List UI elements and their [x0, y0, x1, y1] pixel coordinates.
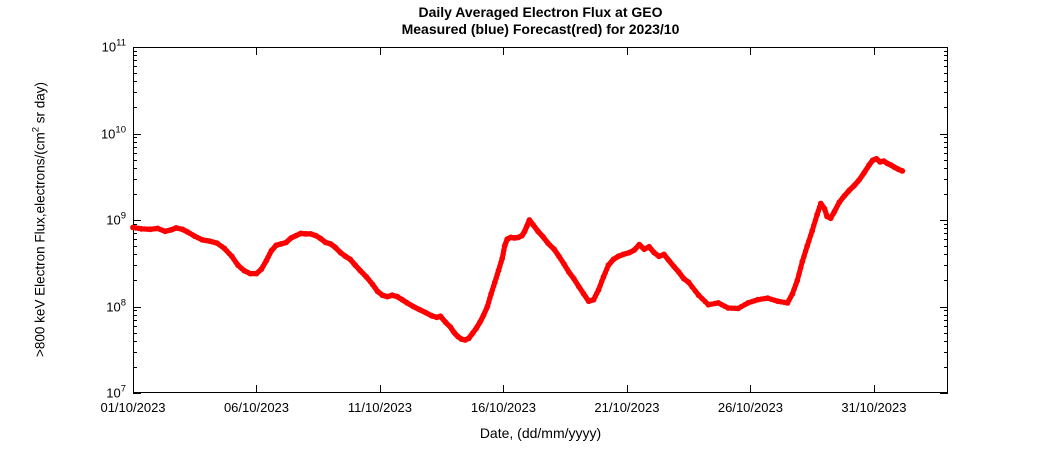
y-tick-exponent: 9 [120, 210, 126, 222]
y-tick-base: 10 [101, 39, 117, 55]
data-point [595, 287, 602, 293]
y-tick-base: 10 [100, 126, 116, 141]
data-point-interp [599, 278, 605, 284]
data-point-interp [791, 286, 797, 292]
x-tick-label-6: 31/10/2023 [841, 400, 907, 415]
y-tick-exponent: 11 [116, 37, 126, 49]
y-axis-label-superscript: 2 [30, 127, 42, 133]
x-tick-label-1: 06/10/2023 [223, 400, 290, 415]
data-point [789, 291, 796, 297]
y-tick-base: 10 [106, 299, 121, 314]
data-point [499, 255, 506, 262]
y-tick-exponent: 8 [120, 297, 126, 308]
data-point-interp [802, 248, 809, 254]
data-point-interp [793, 282, 799, 288]
data-series-line-0 [130, 156, 905, 343]
data-point [809, 227, 816, 234]
data-point [899, 168, 906, 174]
chart-title-line1: Daily Averaged Electron Flux at GEO [418, 4, 663, 20]
data-point [685, 279, 692, 286]
y-tick-exponent: 10 [115, 124, 126, 135]
plot-border [133, 47, 948, 393]
data-point-interp [801, 253, 807, 259]
data-point-interp [692, 288, 698, 294]
data-point-interp [486, 299, 492, 305]
data-point [799, 258, 806, 265]
y-tick-label-3: 1010 [93, 124, 126, 141]
data-point [484, 303, 491, 310]
x-tick-label-0: 01/10/2023 [100, 400, 166, 415]
y-tick-label-1: 108 [93, 297, 126, 314]
y-axis-label-suffix: sr day) [32, 81, 48, 127]
data-point-interp [806, 238, 812, 244]
y-axis-label-prefix: >800 keV Electron Flux,electrons/(cm [32, 132, 48, 358]
data-point [495, 267, 502, 274]
chart-title: Daily Averaged Electron Flux at GEO Meas… [133, 4, 948, 38]
data-point-interp [812, 217, 819, 223]
data-point-interp [798, 265, 804, 271]
y-tick-base: 10 [106, 212, 121, 228]
data-point-interp [689, 284, 695, 290]
x-tick-label-3: 16/10/2023 [470, 400, 536, 415]
y-tick-exponent: 7 [120, 383, 126, 395]
data-point-interp [811, 222, 817, 228]
data-point [804, 243, 811, 249]
y-tick-label-0: 107 [93, 383, 126, 401]
x-tick-label-5: 26/10/2023 [717, 400, 783, 415]
data-point-interp [807, 233, 814, 239]
y-tick-label-4: 1011 [93, 37, 126, 55]
data-point-interp [597, 282, 603, 289]
x-tick-label-4: 21/10/2023 [594, 400, 660, 415]
chart-title-line2: Measured (blue) Forecast(red) for 2023/1… [401, 21, 680, 37]
data-point-interp [500, 251, 506, 257]
x-axis-label: Date, (dd/mm/yyyy) [479, 425, 602, 441]
x-tick-label-2: 11/10/2023 [347, 400, 413, 415]
data-point-interp [796, 271, 802, 277]
data-point [794, 277, 801, 284]
y-tick-label-2: 109 [93, 210, 126, 228]
y-axis-label: >800 keV Electron Flux,electrons/(cm2 sr… [30, 30, 48, 410]
y-tick-base: 10 [106, 385, 121, 401]
